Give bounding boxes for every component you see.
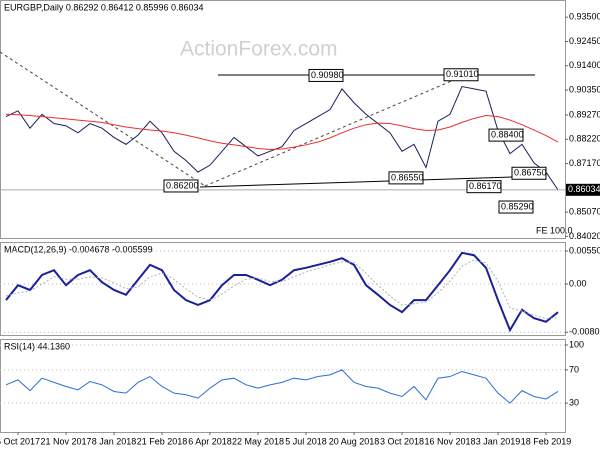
dashed-trendline	[0, 51, 206, 187]
level-box	[488, 128, 524, 142]
y-tick-label: 30	[569, 397, 579, 407]
level-label: 0.88400	[491, 129, 524, 139]
last-price-box	[566, 183, 600, 196]
price-title: EURGBP,Daily 0.86292 0.86412 0.85996 0.8…	[4, 2, 204, 12]
x-tick-label: 22 May 2018	[232, 436, 284, 446]
y-tick-label: 0.87170	[569, 158, 600, 168]
y-tick-label: 0.89270	[569, 109, 600, 119]
series-line	[5, 113, 559, 150]
x-tick-label: 3 Jan 2019	[476, 436, 521, 446]
x-tick-label: 20 Aug 2018	[329, 436, 380, 446]
x-tick-label: 6 Apr 2018	[188, 436, 232, 446]
level-label: 0.90980	[311, 70, 344, 80]
x-tick-label: 21 Feb 2018	[137, 436, 188, 446]
y-tick-label: 100	[569, 339, 584, 349]
y-tick-label: 0.88220	[569, 134, 600, 144]
level-label: 0.86170	[469, 181, 502, 191]
watermark: ActionForex.com	[180, 38, 338, 61]
series-line	[5, 85, 559, 191]
y-tick-label: 70	[569, 364, 579, 374]
y-tick-label: 0.005504	[569, 245, 600, 255]
level-label: 0.85290	[501, 201, 534, 211]
x-tick-label: 18 Feb 2019	[521, 436, 572, 446]
macd-title: MACD(12,26,9) -0.004678 -0.005599	[4, 244, 153, 254]
x-tick-label: 5 Jul 2018	[285, 436, 327, 446]
last-price-label: 0.86034	[568, 184, 600, 194]
level-box	[443, 68, 479, 82]
y-tick-label: 0.00	[569, 278, 587, 288]
x-tick-label: 3 Oct 2018	[380, 436, 424, 446]
rsi-panel	[0, 339, 566, 433]
rsi-title: RSI(14) 44.1360	[4, 341, 70, 351]
y-tick-label: 0.84020	[569, 231, 600, 241]
x-tick-label: 6 Oct 2017	[0, 436, 40, 446]
x-tick-label: 8 Jan 2018	[92, 436, 137, 446]
y-tick-label: 0.93500	[569, 12, 600, 22]
level-label: 0.86200	[166, 180, 199, 190]
y-tick-label: 0.85070	[569, 206, 600, 216]
level-box	[466, 180, 502, 194]
y-tick-label: 0.90350	[569, 84, 600, 94]
fe-note: FE 100.0	[536, 225, 573, 235]
level-label: 0.86750	[514, 168, 547, 178]
x-tick-label: 16 Nov 2018	[424, 436, 475, 446]
level-label: 0.86550	[391, 172, 424, 182]
macd-panel	[0, 242, 566, 336]
y-tick-label: 0.91400	[569, 60, 600, 70]
support-trendline	[199, 175, 546, 188]
y-tick-label: 0.92450	[569, 36, 600, 46]
level-box	[498, 200, 534, 214]
level-box	[308, 68, 344, 82]
series-line	[5, 251, 559, 333]
level-label: 0.91010	[446, 69, 479, 79]
series-line	[5, 369, 559, 404]
series-line	[5, 259, 559, 320]
x-tick-label: 21 Nov 2017	[40, 436, 91, 446]
price-panel	[0, 0, 566, 239]
y-tick-label: -0.00805	[569, 327, 600, 337]
level-box	[511, 166, 547, 180]
level-box	[163, 179, 199, 193]
level-box	[388, 171, 424, 185]
